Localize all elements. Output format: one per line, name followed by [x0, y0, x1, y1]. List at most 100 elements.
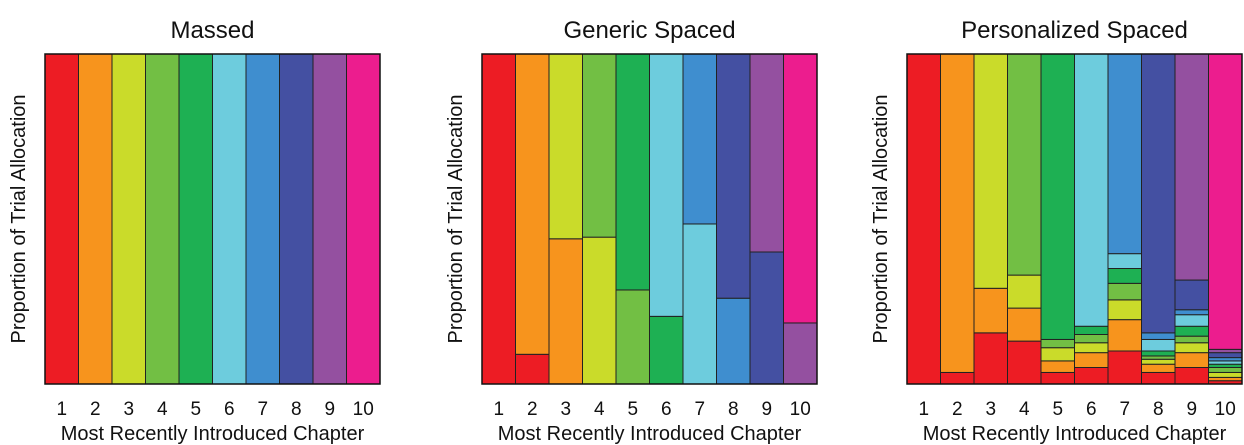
bar-segment-col8-chapter6	[1141, 338, 1176, 352]
x-tick-label: 5	[627, 399, 638, 420]
plot-frame	[906, 53, 1243, 385]
x-tick-label: 1	[493, 399, 504, 420]
bar-segment-col4-chapter3	[1007, 274, 1042, 309]
bar-segment-col4-chapter1	[1007, 340, 1042, 385]
bar-segment-col7-chapter5	[1107, 268, 1142, 284]
plot-frame	[44, 53, 381, 385]
panel-2: 1 2 3 4 5 6 7 8 9 10 Generic Spaced Most Recently I…	[445, 17, 818, 445]
x-axis-label: Most Recently Introduced Chapter	[498, 423, 802, 445]
x-tick-label: 9	[324, 399, 335, 420]
bar-segment-col8-chapter8	[1141, 53, 1176, 334]
bar-segment-col9-chapter2	[1174, 352, 1209, 368]
bar-segment-col4-chapter3	[582, 236, 617, 385]
x-tick-label: 7	[257, 399, 268, 420]
bar-segment-col8-chapter1	[1141, 371, 1176, 385]
bar-segment-col7-chapter7	[245, 53, 280, 385]
x-tick-label: 3	[123, 399, 134, 420]
x-tick-label: 5	[1052, 399, 1063, 420]
bar-segment-col6-chapter4	[1074, 334, 1109, 344]
plot-frame	[481, 53, 818, 385]
x-tick-label: 2	[952, 399, 963, 420]
x-tick-label: 4	[1019, 399, 1030, 420]
x-tick-label: 3	[985, 399, 996, 420]
bar-segment-col5-chapter1	[1040, 371, 1075, 385]
x-axis-label: Most Recently Introduced Chapter	[923, 423, 1227, 445]
bar-segment-col5-chapter2	[1040, 360, 1075, 373]
bar-segment-col7-chapter6	[682, 223, 717, 385]
bar-segment-col8-chapter3	[1141, 358, 1176, 365]
bar-segment-col3-chapter2	[548, 238, 583, 385]
bar-segment-col6-chapter3	[1074, 342, 1109, 354]
x-axis-label: Most Recently Introduced Chapter	[61, 423, 365, 445]
x-tick-label: 6	[1086, 399, 1097, 420]
bar-segment-col9-chapter8	[1174, 279, 1209, 311]
x-tick-label: 10	[353, 399, 374, 420]
bar-segment-col4-chapter4	[582, 53, 617, 238]
bar-segment-col4-chapter4	[1007, 53, 1042, 276]
bar-segment-col3-chapter3	[111, 53, 146, 385]
bar-segment-col9-chapter9	[312, 53, 347, 385]
bar-segment-col2-chapter1	[940, 371, 975, 385]
bar-segment-col7-chapter1	[1107, 350, 1142, 385]
x-tick-label: 5	[190, 399, 201, 420]
bar-segment-col8-chapter2	[1141, 363, 1176, 373]
x-tick-label: 8	[728, 399, 739, 420]
bar-segment-col8-chapter7	[716, 297, 751, 385]
x-tick-label: 2	[90, 399, 101, 420]
x-tick-label: 8	[1153, 399, 1164, 420]
x-tick-label: 10	[1215, 399, 1236, 420]
bar-segment-col7-chapter4	[1107, 282, 1142, 301]
bar-segment-col7-chapter3	[1107, 299, 1142, 321]
bar-segment-col9-chapter3	[1174, 342, 1209, 354]
bar-segment-col7-chapter7	[1107, 53, 1142, 255]
bar-segment-col10-chapter10	[346, 53, 381, 385]
bar-segment-col1-chapter1	[906, 53, 941, 385]
bar-segment-col5-chapter4	[1040, 338, 1075, 349]
x-tick-label: 4	[594, 399, 605, 420]
bar-segment-col9-chapter4	[1174, 335, 1209, 344]
x-tick-label: 8	[291, 399, 302, 420]
bar-segment-col5-chapter5	[615, 53, 650, 291]
x-tick-label: 6	[661, 399, 672, 420]
x-tick-label: 9	[1186, 399, 1197, 420]
x-tick-label: 3	[560, 399, 571, 420]
bar-segment-col8-chapter7	[1141, 332, 1176, 340]
bar-segment-col9-chapter8	[749, 251, 784, 385]
x-tick-label: 1	[918, 399, 929, 420]
bar-segment-col6-chapter2	[1074, 352, 1109, 368]
bar-segment-col6-chapter5	[649, 315, 684, 385]
bar-segment-col9-chapter6	[1174, 314, 1209, 327]
bar-segment-col5-chapter5	[178, 53, 213, 385]
bar-segment-col2-chapter2	[515, 53, 550, 355]
chart-title: Massed	[170, 17, 254, 44]
x-tick-label: 2	[527, 399, 538, 420]
bar-segment-col9-chapter7	[1174, 309, 1209, 316]
bar-segment-col3-chapter1	[973, 332, 1008, 385]
bar-segment-col10-chapter10	[1208, 53, 1243, 350]
bar-segment-col3-chapter3	[973, 53, 1008, 289]
bar-segment-col6-chapter6	[212, 53, 247, 385]
bar-segment-col3-chapter2	[973, 287, 1008, 334]
panel-1: 1 2 3 4 5 6 7 8 9 10 Massed Most Recently Introduce…	[8, 17, 381, 445]
bar-segment-col7-chapter2	[1107, 319, 1142, 352]
bar-segment-col6-chapter1	[1074, 367, 1109, 385]
bar-segment-col5-chapter3	[1040, 347, 1075, 362]
bar-segment-col9-chapter9	[749, 53, 784, 253]
y-axis-label: Proportion of Trial Allocation	[8, 94, 30, 343]
x-tick-label: 9	[761, 399, 772, 420]
bar-segment-col6-chapter6	[649, 53, 684, 317]
panel-3: 1 2 3 4 5 6 7 8 9 10 Personalized Spaced Most Recen…	[870, 17, 1243, 445]
bar-segment-col10-chapter3	[1208, 371, 1243, 378]
bar-segment-col6-chapter6	[1074, 53, 1109, 327]
bar-segment-col9-chapter1	[1174, 367, 1209, 385]
bar-segment-col6-chapter5	[1074, 325, 1109, 335]
bar-segment-col4-chapter2	[1007, 307, 1042, 342]
chart-title: Generic Spaced	[563, 17, 735, 44]
bar-segment-col1-chapter1	[44, 53, 79, 385]
bar-segment-col8-chapter8	[279, 53, 314, 385]
bar-segment-col7-chapter6	[1107, 253, 1142, 269]
bar-segment-col4-chapter4	[145, 53, 180, 385]
bar-segment-col2-chapter1	[515, 353, 550, 385]
